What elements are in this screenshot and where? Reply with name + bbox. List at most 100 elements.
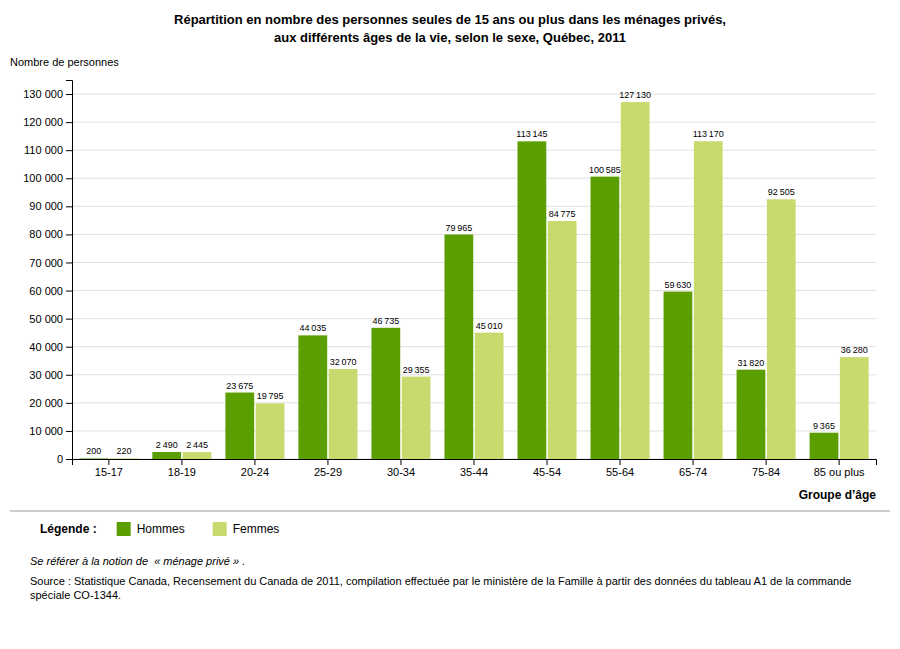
tick-label: 20 000 xyxy=(29,397,63,409)
title: Répartition en nombre des personnes seul… xyxy=(174,12,726,27)
bar xyxy=(548,221,577,459)
bar xyxy=(737,370,766,459)
data-label: 2 490 xyxy=(156,440,178,450)
x-tick: 30-34 xyxy=(387,459,415,478)
grid-line xyxy=(72,206,876,207)
y-tick: 90 000 xyxy=(29,200,72,212)
y-axis-label: Nombre de personnes xyxy=(10,56,119,68)
tick-mark xyxy=(181,459,182,465)
legend: Légende : Hommes Femmes xyxy=(40,522,279,536)
y-tick: 120 000 xyxy=(23,116,72,128)
tick-mark xyxy=(66,94,72,95)
grid xyxy=(72,94,876,459)
bar xyxy=(79,458,108,459)
tick-label: 25-29 xyxy=(314,466,342,478)
x-tick: 20-24 xyxy=(241,459,269,478)
tick-label: 18-19 xyxy=(168,466,196,478)
tick-label: 20-24 xyxy=(241,466,269,478)
x-tick: 55-64 xyxy=(606,459,634,478)
data-label: 32 070 xyxy=(330,357,357,367)
tick-mark xyxy=(66,431,72,432)
y-tick: 10 000 xyxy=(29,425,72,437)
bar xyxy=(225,393,254,459)
grid-line xyxy=(72,94,876,95)
y-tick: 80 000 xyxy=(29,228,72,240)
tick-mark xyxy=(839,459,840,465)
tick-mark xyxy=(108,459,109,465)
tick-mark xyxy=(66,403,72,404)
data-label: 100 585 xyxy=(589,165,621,175)
grid-line xyxy=(72,234,876,235)
bars xyxy=(79,102,868,459)
tick-label: 75-84 xyxy=(752,466,780,478)
bar xyxy=(810,433,839,459)
tick-label: 15-17 xyxy=(95,466,123,478)
bar xyxy=(444,235,473,459)
grid-line xyxy=(72,290,876,291)
tick-label: 130 000 xyxy=(23,88,63,100)
legend-label: Hommes xyxy=(137,522,185,536)
bar xyxy=(183,452,212,459)
tick-mark xyxy=(66,178,72,179)
y-tick: 20 000 xyxy=(29,397,72,409)
tick-label: 30-34 xyxy=(387,466,415,478)
bar xyxy=(840,357,869,459)
separator xyxy=(10,510,890,512)
legend-item: Hommes xyxy=(117,522,185,536)
data-label: 19 795 xyxy=(257,391,284,401)
y-tick: 110 000 xyxy=(24,144,72,156)
data-label: 45 010 xyxy=(476,321,503,331)
tick-mark xyxy=(547,459,548,465)
data-label: 200 xyxy=(86,446,101,456)
tick-mark xyxy=(66,375,72,376)
data-label: 79 965 xyxy=(445,223,472,233)
legend-swatch xyxy=(117,522,131,536)
axis-line xyxy=(73,460,877,466)
tick-label: 85 ou plus xyxy=(814,466,865,478)
chart: Répartition en nombre des personnes seul… xyxy=(0,0,900,649)
grid-line xyxy=(72,318,876,319)
y-tick: 70 000 xyxy=(29,257,72,269)
data-label: 84 775 xyxy=(549,209,576,219)
tick-mark xyxy=(66,150,72,151)
tick-mark xyxy=(66,206,72,207)
grid-line xyxy=(72,150,876,151)
x-axis: 15-1718-1920-2425-2930-3435-4445-5455-64… xyxy=(73,459,877,478)
y-tick: 130 000 xyxy=(23,88,72,100)
data-label: 9 365 xyxy=(813,421,835,431)
tick-mark xyxy=(400,459,401,465)
legend-title: Légende : xyxy=(40,522,97,536)
subtitle: aux différents âges de la vie, selon le … xyxy=(274,30,626,45)
legend-swatch xyxy=(213,522,227,536)
bar-series xyxy=(79,141,838,459)
tick-label: 45-54 xyxy=(533,466,561,478)
y-tick: 100 000 xyxy=(23,172,72,184)
data-label: 92 505 xyxy=(768,187,795,197)
data-label: 127 130 xyxy=(619,90,651,100)
tick-mark xyxy=(254,459,255,465)
data-label: 23 675 xyxy=(226,381,253,391)
bar-series xyxy=(110,102,869,459)
tick-label: 30 000 xyxy=(29,369,63,381)
tick-mark xyxy=(66,262,72,263)
data-label: 113 145 xyxy=(516,129,547,139)
x-tick: 75-84 xyxy=(752,459,780,478)
grid-line xyxy=(72,346,876,347)
y-tick: 40 000 xyxy=(29,341,72,353)
data-label: 2 445 xyxy=(186,440,208,450)
y-tick: 0 xyxy=(57,453,72,465)
bar xyxy=(298,335,327,459)
bar xyxy=(152,452,181,459)
bar xyxy=(694,141,723,459)
tick-mark xyxy=(66,234,72,235)
bar xyxy=(110,458,139,459)
x-tick: 65-74 xyxy=(679,459,707,478)
y-tick: 30 000 xyxy=(29,369,72,381)
data-label: 113 170 xyxy=(693,129,724,139)
x-axis-label: Groupe d’âge xyxy=(799,488,877,502)
data-label: 36 280 xyxy=(841,345,868,355)
legend-label: Femmes xyxy=(233,522,280,536)
bar xyxy=(371,328,400,459)
bar xyxy=(591,177,620,459)
tick-mark xyxy=(66,459,72,460)
